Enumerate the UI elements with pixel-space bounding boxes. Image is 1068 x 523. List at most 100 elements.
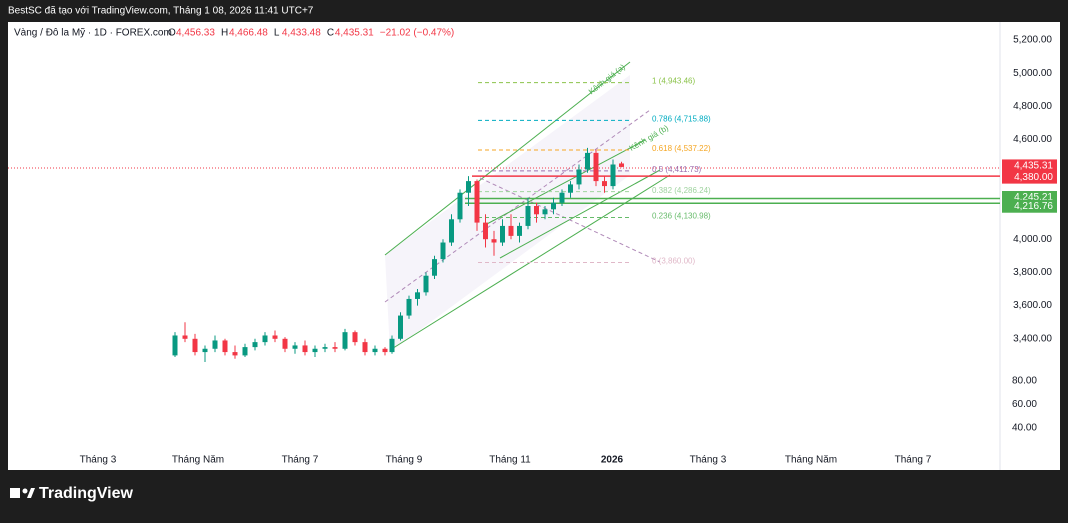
price-label: 4,380.00 bbox=[1014, 172, 1053, 183]
candle-body bbox=[312, 348, 318, 353]
candle-body bbox=[576, 169, 582, 185]
y-tick-label: 3,400.00 bbox=[1013, 333, 1052, 344]
ohlc-value: 4,456.33 bbox=[176, 28, 215, 39]
fib-label: 0.382 (4,286.24) bbox=[652, 186, 711, 195]
candle-body bbox=[491, 239, 497, 243]
brand: TradingView bbox=[10, 485, 134, 502]
candle-body bbox=[534, 206, 539, 215]
y2-tick-label: 40.00 bbox=[1012, 423, 1037, 434]
x-tick-label: Tháng 3 bbox=[690, 455, 727, 466]
channel-a-upper bbox=[384, 61, 631, 256]
candle-body bbox=[352, 332, 358, 343]
candle-body bbox=[474, 181, 480, 223]
brand-name: TradingView bbox=[39, 485, 134, 502]
x-tick-label: Tháng 7 bbox=[282, 455, 319, 466]
candle-body bbox=[610, 164, 616, 187]
chart: Kênh giá (a) Kênh giá (b) Vàng / Đô la M… bbox=[8, 22, 1057, 470]
x-tick-label: Tháng Năm bbox=[785, 455, 837, 466]
candle-body bbox=[440, 242, 446, 260]
fib-label: 0.786 (4,715.88) bbox=[652, 114, 711, 123]
candle-body bbox=[457, 192, 463, 220]
ohlc-key: H bbox=[221, 28, 228, 39]
candle-body bbox=[466, 181, 471, 193]
candle-body bbox=[372, 348, 378, 353]
chart-title: Vàng / Đô la Mỹ · 1D · FOREX.com bbox=[14, 28, 172, 39]
y2-tick-label: 80.00 bbox=[1012, 376, 1037, 387]
y2-tick-label: 60.00 bbox=[1012, 399, 1037, 410]
logo-mark bbox=[10, 488, 20, 498]
fib-label: 0.236 (4,130.98) bbox=[652, 212, 711, 221]
candle-body bbox=[432, 259, 437, 276]
candle-body bbox=[389, 338, 395, 353]
y-tick-label: 5,000.00 bbox=[1013, 68, 1052, 79]
candle-body bbox=[449, 219, 454, 243]
candle-body bbox=[242, 347, 248, 356]
chart-panel bbox=[8, 22, 1060, 470]
ohlc-value: 4,466.48 bbox=[229, 28, 268, 39]
y-tick-label: 3,800.00 bbox=[1013, 267, 1052, 278]
price-label: 4,216.76 bbox=[1014, 201, 1053, 212]
candle-body bbox=[182, 335, 188, 339]
candle-body bbox=[342, 332, 348, 349]
candle-body bbox=[272, 335, 278, 339]
price-label: 4,245.21 bbox=[1014, 192, 1053, 203]
candle-body bbox=[232, 352, 238, 356]
fib-label: 0.5 (4,411.73) bbox=[652, 165, 702, 174]
candle-body bbox=[406, 298, 412, 316]
caption: BestSC đã tạo với TradingView.com, Tháng… bbox=[8, 6, 314, 17]
candle-body bbox=[332, 347, 338, 349]
candle-body bbox=[172, 335, 178, 356]
candle-body bbox=[585, 152, 590, 170]
price-label-box bbox=[1002, 199, 1057, 213]
fib-label: 0.618 (4,537.22) bbox=[652, 144, 711, 153]
candle-body bbox=[262, 335, 268, 343]
ohlc-value: 4,433.48 bbox=[282, 28, 321, 39]
logo-mark bbox=[22, 488, 28, 494]
candle-body bbox=[322, 347, 328, 349]
ohlc-value: 4,435.31 bbox=[335, 28, 374, 39]
candle-body bbox=[202, 348, 208, 353]
x-tick-label: Tháng 11 bbox=[489, 455, 531, 466]
fib-label: 1 (4,943.46) bbox=[652, 77, 695, 86]
candle-body bbox=[192, 338, 198, 353]
candle-body bbox=[602, 181, 607, 187]
x-tick-label: Tháng 9 bbox=[386, 455, 423, 466]
logo-mark bbox=[27, 488, 35, 498]
y-tick-label: 4,600.00 bbox=[1013, 134, 1052, 145]
candle-body bbox=[292, 345, 298, 349]
x-tick-label: Tháng 7 bbox=[895, 455, 932, 466]
price-label-box bbox=[1002, 159, 1057, 173]
channel-b-lower bbox=[499, 169, 661, 259]
change: −21.02 (−0.47%) bbox=[380, 28, 455, 39]
candle-body bbox=[382, 348, 388, 353]
y-tick-label: 5,200.00 bbox=[1013, 35, 1052, 46]
y-tick-label: 3,600.00 bbox=[1013, 300, 1052, 311]
y-tick-label: 4,800.00 bbox=[1013, 101, 1052, 112]
x-tick-label: Tháng 3 bbox=[80, 455, 117, 466]
candle-body bbox=[593, 152, 599, 182]
candle-body bbox=[415, 292, 420, 299]
ohlc-key: C bbox=[327, 28, 334, 39]
candle-body bbox=[508, 225, 514, 236]
candle-body bbox=[559, 192, 565, 203]
price-label: 4,435.31 bbox=[1014, 161, 1053, 172]
candle-body bbox=[302, 345, 308, 353]
ohlc-key: O bbox=[168, 28, 176, 39]
candle-body bbox=[252, 342, 258, 348]
x-tick-label: Tháng Năm bbox=[172, 455, 224, 466]
candle-body bbox=[542, 209, 548, 215]
candle-body bbox=[525, 206, 531, 226]
candle-body bbox=[500, 225, 505, 243]
candle-body bbox=[483, 222, 488, 240]
candle-body bbox=[517, 225, 522, 236]
candle-body bbox=[551, 202, 556, 210]
y-tick-label: 4,000.00 bbox=[1013, 234, 1052, 245]
candle-body bbox=[398, 315, 403, 339]
candle-body bbox=[423, 275, 429, 293]
candle-body bbox=[212, 340, 218, 349]
candle-body bbox=[568, 184, 573, 193]
candle-body bbox=[222, 340, 228, 353]
ohlc-key: L bbox=[274, 28, 280, 39]
